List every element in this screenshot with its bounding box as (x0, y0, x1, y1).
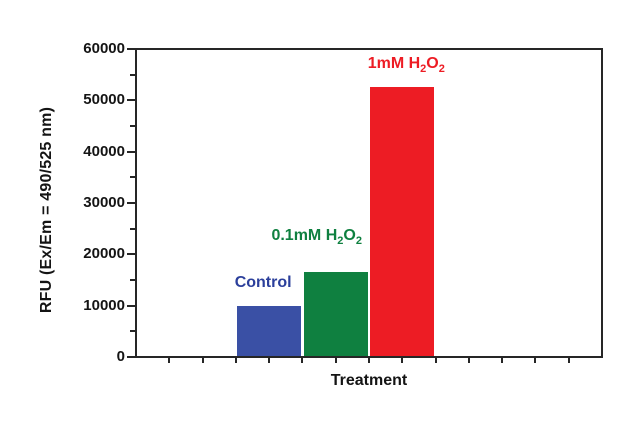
y-axis-title: RFU (Ex/Em = 490/525 nm) (38, 106, 55, 314)
x-axis-minor-tick (501, 358, 504, 363)
y-axis-tick-label: 50000 (83, 91, 125, 109)
bar-label-subscript: 2 (420, 62, 427, 75)
y-axis-tick-label: 20000 (83, 245, 125, 263)
y-axis-minor-tick (130, 279, 135, 281)
y-axis-major-tick (127, 150, 135, 153)
x-axis-minor-tick (401, 358, 404, 363)
bar-0.1mm-h2o2 (303, 272, 368, 356)
y-axis-major-tick (127, 99, 135, 102)
bar-label-1mm-h2o2: 1mM H2O2 (368, 54, 445, 79)
x-axis-minor-tick (434, 358, 437, 363)
y-axis-tick-label: 30000 (83, 194, 125, 211)
y-axis-tick-label: 10000 (83, 296, 125, 314)
x-axis-minor-tick (234, 358, 237, 363)
x-axis-minor-tick (567, 358, 570, 363)
bar-label-0.1mm-h2o2: 0.1mM H2O2 (271, 226, 362, 251)
bar-label-text: 1mM H (367, 54, 421, 72)
bar-label-subscript: 2 (337, 235, 344, 248)
y-axis-minor-tick (130, 176, 135, 179)
bar-label-text: O (426, 54, 439, 72)
y-axis-major-tick (127, 202, 135, 204)
bar-control (237, 306, 302, 356)
x-axis-minor-tick (201, 358, 204, 363)
y-axis-minor-tick (130, 330, 135, 333)
bar-label-text: O (343, 227, 356, 245)
y-axis-minor-tick (130, 227, 135, 230)
y-axis-major-tick (127, 356, 135, 358)
x-axis-minor-tick (268, 358, 271, 363)
y-axis-major-tick (127, 253, 135, 256)
y-axis-tick-label: 40000 (83, 142, 125, 160)
y-axis-minor-tick (130, 73, 135, 76)
y-axis-major-tick (127, 304, 135, 307)
bar-label-control: Control (235, 273, 292, 292)
bar-label-text: 0.1mM H (271, 227, 338, 245)
x-axis-minor-tick (301, 358, 304, 363)
x-axis-minor-tick (534, 358, 537, 363)
x-axis-minor-tick (334, 358, 337, 363)
x-axis-minor-tick (168, 358, 171, 363)
plot-area (135, 48, 603, 358)
bar-1mm-h2o2 (370, 86, 435, 356)
x-axis-minor-tick (368, 358, 370, 363)
x-axis-title: Treatment (330, 372, 408, 389)
y-axis-tick-label: 0 (116, 348, 125, 365)
bar-label-subscript: 2 (355, 235, 362, 248)
bar-label-text: Control (234, 274, 292, 292)
x-axis-minor-tick (467, 358, 470, 363)
y-axis-minor-tick (130, 125, 135, 127)
bar-label-subscript: 2 (438, 62, 445, 75)
y-axis-tick-label: 60000 (83, 40, 125, 57)
y-axis-major-tick (127, 48, 135, 50)
